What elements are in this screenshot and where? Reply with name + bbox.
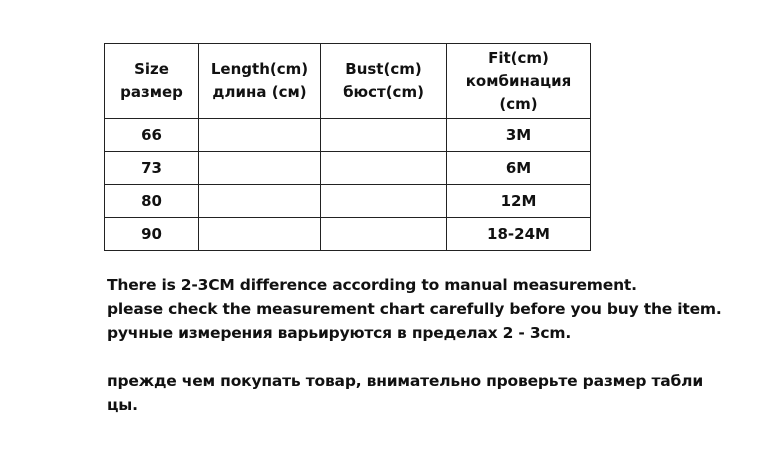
cell-fit: 6M — [446, 151, 591, 185]
cell-length — [198, 217, 321, 251]
measurement-notes: There is 2-3CM difference according to m… — [107, 273, 722, 417]
cell-length — [198, 151, 321, 185]
note-line: please check the measurement chart caref… — [107, 300, 722, 318]
note-line: цы. — [107, 396, 138, 414]
note-line: прежде чем покупать товар, внимательно п… — [107, 372, 703, 390]
header-length: Length(cm) длина (см) — [198, 43, 321, 119]
cell-fit: 12M — [446, 184, 591, 218]
header-fit: Fit(cm) комбинация (cm) — [446, 43, 591, 119]
header-text: Length(cm) — [210, 60, 309, 78]
table-header-row: Size размер Length(cm) длина (см) Bust(cm)… — [104, 43, 591, 119]
note-line: There is 2-3CM difference according to m… — [107, 276, 637, 294]
table-row: 66 3M — [104, 118, 591, 152]
cell-length — [198, 184, 321, 218]
cell-fit: 18-24M — [446, 217, 591, 251]
header-text: Fit(cm) — [488, 48, 549, 67]
cell-size: 90 — [104, 217, 199, 251]
header-text: Size — [134, 60, 169, 78]
size-chart-table: Size размер Length(cm) длина (см) Bust(cm)… — [104, 43, 591, 251]
note-line: ручные измерения варьируются в пределах … — [107, 324, 572, 342]
cell-fit: 3M — [446, 118, 591, 152]
header-bust: Bust(cm) бюст(cm) — [320, 43, 447, 119]
cell-bust — [320, 184, 447, 218]
cell-size: 73 — [104, 151, 199, 185]
header-text: длина (см) — [212, 83, 307, 101]
cell-length — [198, 118, 321, 152]
header-text: Bust(cm) — [345, 60, 422, 78]
cell-bust — [320, 151, 447, 185]
table-row: 73 6M — [104, 151, 591, 185]
cell-size: 80 — [104, 184, 199, 218]
header-text: размер — [120, 83, 183, 101]
cell-bust — [320, 217, 447, 251]
cell-size: 66 — [104, 118, 199, 152]
header-text: комбинация — [465, 71, 572, 90]
table-row: 80 12M — [104, 184, 591, 218]
header-text: (cm) — [499, 94, 538, 113]
table-row: 90 18-24M — [104, 217, 591, 251]
header-text: бюст(cm) — [343, 83, 424, 101]
cell-bust — [320, 118, 447, 152]
header-size: Size размер — [104, 43, 199, 119]
